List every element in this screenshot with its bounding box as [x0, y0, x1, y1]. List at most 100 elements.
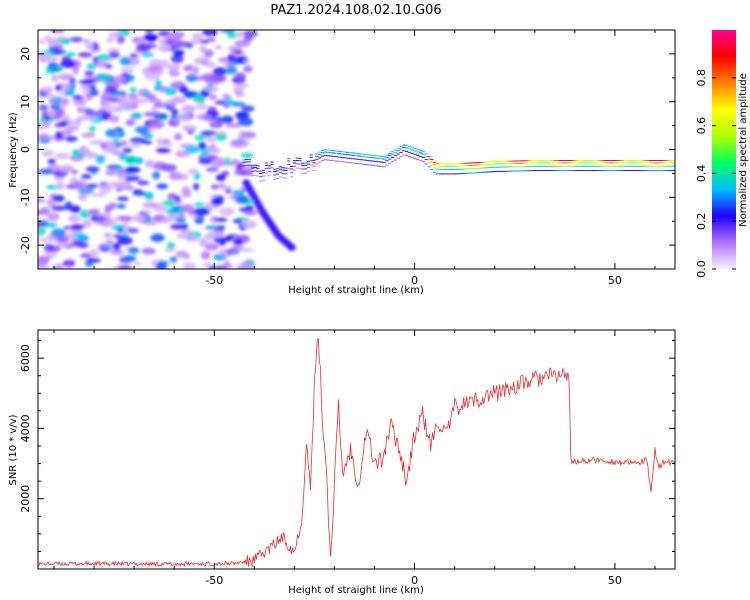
- heatmap-noise-cell: [227, 32, 238, 39]
- heatmap-noise-cell: [172, 32, 186, 38]
- heatmap-noise-cell: [44, 35, 51, 42]
- heatmap-ridge-cell: [362, 153, 367, 155]
- heatmap-ridge-cell: [402, 150, 406, 152]
- heatmap-ridge-cell: [441, 165, 445, 167]
- heatmap-ridge-cell: [469, 164, 473, 166]
- heatmap-ridge-cell: [517, 166, 521, 168]
- heatmap-noise-cell: [38, 104, 49, 111]
- heatmap-noise-cell: [237, 112, 248, 118]
- heatmap-noise-cell: [122, 185, 135, 191]
- heatmap-ridge-cell: [634, 162, 639, 164]
- heatmap-noise-cell: [58, 165, 75, 172]
- heatmap-ridge-cell: [393, 159, 397, 161]
- heatmap-noise-cell: [128, 142, 143, 148]
- heatmap-noise-cell: [103, 75, 112, 83]
- heatmap-noise-cell: [84, 110, 100, 117]
- heatmap-noise-cell: [47, 109, 57, 117]
- heatmap-noise-cell: [173, 133, 183, 141]
- heatmap-ridge-cell: [657, 165, 661, 167]
- heatmap-ridge-cell: [264, 168, 268, 170]
- heatmap-ridge-cell: [452, 163, 456, 165]
- heatmap-ridge-cell: [592, 162, 597, 164]
- heatmap-ridge-cell: [365, 164, 369, 166]
- heatmap-ridge-cell: [654, 165, 658, 167]
- heatmap-ridge-cell: [435, 169, 440, 171]
- heatmap-ridge-cell: [581, 162, 585, 164]
- heatmap-noise-cell: [209, 120, 224, 129]
- heatmap-ridge-cell: [491, 163, 496, 165]
- heatmap-noise-cell: [179, 41, 190, 48]
- heatmap-noise-cell: [225, 123, 242, 128]
- heatmap-ridge-cell: [404, 147, 409, 149]
- heatmap-ridge-cell: [646, 162, 650, 164]
- heatmap-noise-cell: [44, 251, 57, 259]
- heatmap-ridge-cell: [399, 151, 403, 153]
- heatmap-ridge-cell: [525, 160, 529, 162]
- heatmap-ridge-cell: [539, 160, 543, 162]
- heatmap-noise-cell: [181, 188, 192, 198]
- x-tick-label: 0: [411, 574, 418, 587]
- heatmap-noise-cell: [134, 126, 150, 134]
- heatmap-ridge-cell: [483, 167, 487, 169]
- heatmap-noise-cell: [234, 190, 245, 196]
- heatmap-ridge-cell: [629, 165, 633, 167]
- heatmap-ridge-cell: [312, 165, 316, 167]
- heatmap-ridge-cell: [323, 154, 327, 156]
- heatmap-noise-cell: [143, 133, 154, 139]
- heatmap-ridge-cell: [318, 151, 322, 153]
- heatmap-ridge-cell: [424, 153, 428, 155]
- heatmap-noise-cell: [232, 242, 244, 251]
- heatmap-ridge-cell: [623, 160, 627, 162]
- heatmap-ridge-cell: [458, 163, 462, 165]
- heatmap-noise-cell: [118, 265, 134, 269]
- heatmap-noise-cell: [211, 197, 224, 206]
- heatmap-ridge-cell: [511, 160, 515, 162]
- heatmap-ridge-cell: [668, 170, 672, 172]
- heatmap-noise-cell: [50, 30, 65, 33]
- heatmap-ridge-cell: [590, 162, 594, 164]
- heatmap-ridge-cell: [365, 159, 369, 161]
- heatmap-ridge-cell: [320, 155, 325, 157]
- heatmap-ridge-cell: [595, 170, 599, 172]
- heatmap-ridge-cell: [424, 159, 428, 161]
- heatmap-ridge-cell: [438, 163, 442, 165]
- heatmap-noise-cell: [170, 223, 185, 230]
- heatmap-noise-cell: [157, 39, 168, 45]
- heatmap-ridge-cell: [480, 161, 484, 163]
- heatmap-ridge-cell: [662, 165, 667, 167]
- heatmap-ridge-cell: [584, 170, 588, 172]
- heatmap-ridge-cell: [433, 161, 437, 163]
- heatmap-noise-cell: [141, 52, 154, 58]
- heatmap-ridge-cell: [556, 160, 560, 162]
- y-tick-label: -10: [19, 188, 32, 206]
- heatmap-noise-cell: [132, 213, 147, 223]
- heatmap-noise-cell: [69, 77, 77, 84]
- heatmap-ridge-cell: [396, 147, 400, 149]
- heatmap-ridge-cell: [581, 165, 585, 167]
- heatmap-noise-cell: [45, 94, 58, 100]
- heatmap-noise-cell: [164, 87, 178, 96]
- heatmap-ridge-cell: [407, 151, 411, 153]
- heatmap-noise-cell: [46, 198, 57, 208]
- heatmap-ridge-cell: [270, 161, 274, 163]
- heatmap-ridge-cell: [326, 155, 330, 157]
- heatmap-ridge-cell: [371, 154, 375, 156]
- heatmap-ridge-cell: [354, 155, 358, 157]
- heatmap-ridge-cell: [421, 153, 426, 155]
- colorbar-tick-label: 0.0: [695, 260, 708, 278]
- heatmap-ridge-cell: [385, 164, 389, 166]
- heatmap-noise-cell: [81, 219, 93, 228]
- heatmap-ridge-cell: [620, 165, 625, 167]
- heatmap-ridge-cell: [609, 162, 613, 164]
- heatmap-ridge-cell: [245, 159, 249, 161]
- heatmap-ridge-cell: [301, 162, 305, 164]
- heatmap-ridge-cell: [253, 167, 257, 169]
- heatmap-ridge-cell: [472, 172, 476, 174]
- heatmap-ridge-cell: [346, 154, 350, 156]
- heatmap-ridge-cell: [477, 167, 482, 169]
- heatmap-ridge-cell: [472, 162, 476, 164]
- heatmap-ridge-cell: [466, 168, 470, 170]
- heatmap-noise-cell: [241, 220, 258, 229]
- heatmap-ridge-cell: [295, 167, 299, 169]
- heatmap-ridge-cell: [637, 160, 641, 162]
